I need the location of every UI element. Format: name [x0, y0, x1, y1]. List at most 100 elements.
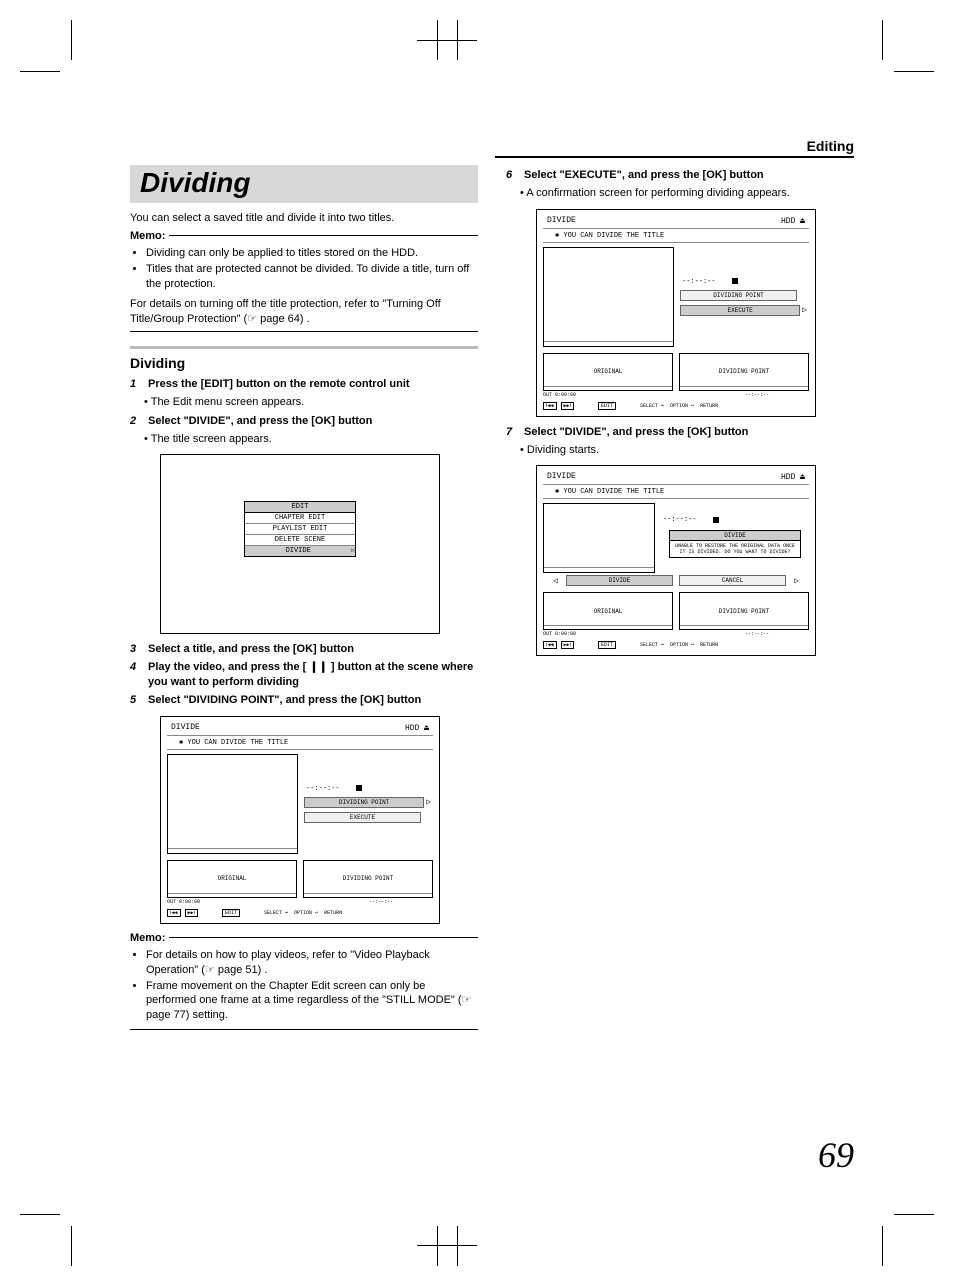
stop-icon	[732, 278, 738, 284]
dividing-point-thumb: DIVIDING POINT	[679, 353, 809, 391]
rew-chip: Ⅰ◀◀	[167, 909, 181, 917]
time2: --:--:--	[369, 899, 393, 905]
footer-hints: SELECT ⬌ OPTION ↩ RETURN	[264, 910, 342, 916]
menu-item-delete-scene: DELETE SCENE	[245, 535, 355, 546]
step-number: 4	[130, 660, 140, 690]
rew-chip: Ⅰ◀◀	[543, 641, 557, 649]
memo-end-rule	[130, 1029, 478, 1030]
original-thumb: ORIGINAL	[543, 592, 673, 630]
arrow-left-icon: ▷	[551, 576, 560, 586]
hdd-label: HDD ⏏	[781, 216, 805, 226]
original-thumb-label: ORIGINAL	[218, 875, 247, 882]
progress-bar	[544, 567, 654, 572]
step-5: 5 Select "DIVIDING POINT", and press the…	[130, 693, 478, 708]
edit-menu-title: EDIT	[245, 502, 355, 513]
chevron-right-icon: ▷	[351, 547, 355, 554]
original-thumb-label: ORIGINAL	[594, 368, 623, 375]
crop-mark	[457, 1226, 458, 1266]
step-3: 3 Select a title, and press the [OK] but…	[130, 642, 478, 657]
time2: --:--:--	[745, 631, 769, 637]
step-1-sub: The Edit menu screen appears.	[144, 395, 478, 410]
preview-box	[167, 754, 298, 854]
section-rule	[495, 156, 854, 158]
arrow-right-icon: ▷	[800, 305, 809, 315]
ss-subtitle: ✱ YOU CAN DIVIDE THE TITLE	[167, 735, 433, 750]
step-number: 7	[506, 425, 516, 440]
divide-screenshot-2: DIVIDE HDD ⏏ ✱ YOU CAN DIVIDE THE TITLE …	[536, 209, 816, 417]
edit-chip: EDIT	[222, 909, 240, 917]
time-display: --:--:--	[661, 516, 809, 524]
dividing-point-thumb-label: DIVIDING POINT	[719, 608, 769, 615]
edit-menu-screenshot: EDIT CHAPTER EDIT PLAYLIST EDIT DELETE S…	[160, 454, 440, 634]
step-number: 3	[130, 642, 140, 657]
divide-screenshot-1: DIVIDE HDD ⏏ ✱ YOU CAN DIVIDE THE TITLE …	[160, 716, 440, 924]
ss-footer: Ⅰ◀◀ ▶▶Ⅰ EDIT SELECT ⬌ OPTION ↩ RETURN	[167, 909, 433, 917]
ff-chip: ▶▶Ⅰ	[561, 402, 575, 410]
time2: --:--:--	[745, 392, 769, 398]
dividing-point-thumb: DIVIDING POINT	[679, 592, 809, 630]
footer-hints: SELECT ⬌ OPTION ↩ RETURN	[640, 403, 718, 409]
crop-mark	[437, 1226, 438, 1266]
dividing-point-button: DIVIDING POINT	[680, 290, 797, 301]
crop-mark	[20, 1214, 60, 1215]
memo1-item: Dividing can only be applied to titles s…	[146, 246, 478, 261]
edit-chip: EDIT	[598, 641, 616, 649]
dividing-point-button: DIVIDING POINT	[304, 797, 424, 808]
menu-item-divide-label: DIVIDE	[286, 547, 311, 555]
memo-end-rule	[130, 331, 478, 332]
memo-rule	[169, 937, 478, 938]
step-2: 2 Select "DIVIDE", and press the [OK] bu…	[130, 414, 478, 429]
ss-subtitle: ✱ YOU CAN DIVIDE THE TITLE	[543, 228, 809, 243]
edit-menu: EDIT CHAPTER EDIT PLAYLIST EDIT DELETE S…	[244, 501, 356, 557]
crop-mark	[894, 71, 934, 72]
ff-chip: ▶▶Ⅰ	[561, 641, 575, 649]
confirm-dialog: DIVIDE UNABLE TO RESTORE THE ORIGINAL DA…	[669, 530, 801, 558]
ss-footer: Ⅰ◀◀ ▶▶Ⅰ EDIT SELECT ⬌ OPTION ↩ RETURN	[543, 402, 809, 410]
step-text: Play the video, and press the [ ❙❙ ] but…	[148, 660, 478, 690]
stop-icon	[713, 517, 719, 523]
arrow-right-icon: ▷	[424, 797, 433, 807]
step-6-sub: A confirmation screen for performing div…	[520, 186, 854, 201]
step-text: Press the [EDIT] button on the remote co…	[148, 377, 478, 392]
memo1-list: Dividing can only be applied to titles s…	[130, 246, 478, 292]
preview-box	[543, 247, 674, 347]
intro-text: You can select a saved title and divide …	[130, 211, 478, 226]
step-text: Select "DIVIDE", and press the [OK] butt…	[524, 425, 854, 440]
step-text: Select "DIVIDING POINT", and press the […	[148, 693, 478, 708]
divide-screenshot-3: DIVIDE HDD ⏏ ✱ YOU CAN DIVIDE THE TITLE …	[536, 465, 816, 656]
crop-mark	[417, 1245, 477, 1246]
step-6: 6 Select "EXECUTE", and press the [OK] b…	[506, 168, 854, 183]
page-number: 69	[818, 1134, 854, 1176]
ss-title: DIVIDE	[171, 723, 200, 733]
right-column: 6 Select "EXECUTE", and press the [OK] b…	[506, 165, 854, 1034]
hdd-label: HDD ⏏	[781, 472, 805, 482]
step-7: 7 Select "DIVIDE", and press the [OK] bu…	[506, 425, 854, 440]
crop-mark	[71, 1226, 72, 1266]
memo1-item: Titles that are protected cannot be divi…	[146, 262, 478, 292]
original-thumb-label: ORIGINAL	[594, 608, 623, 615]
crop-mark	[71, 20, 72, 60]
dividing-point-thumb-label: DIVIDING POINT	[343, 875, 393, 882]
time-display: --:--:--	[304, 785, 433, 793]
title-box: Dividing	[130, 165, 478, 203]
crop-mark	[882, 1226, 883, 1266]
section-label: Editing	[807, 138, 854, 154]
page-title: Dividing	[140, 167, 468, 199]
memo-heading: Memo:	[130, 932, 478, 944]
progress-bar	[544, 341, 673, 346]
footer-hints: SELECT ⬌ OPTION ↩ RETURN	[640, 642, 718, 648]
menu-item-playlist-edit: PLAYLIST EDIT	[245, 524, 355, 535]
step-2-sub: The title screen appears.	[144, 432, 478, 447]
memo2-item: Frame movement on the Chapter Edit scree…	[146, 979, 478, 1024]
progress-bar	[168, 848, 297, 853]
step-7-sub: Dividing starts.	[520, 443, 854, 458]
sub-rule	[130, 346, 478, 349]
ff-chip: ▶▶Ⅰ	[185, 909, 199, 917]
menu-item-chapter-edit: CHAPTER EDIT	[245, 513, 355, 524]
step-number: 6	[506, 168, 516, 183]
memo1-note: For details on turning off the title pro…	[130, 297, 478, 327]
memo-label: Memo:	[130, 230, 165, 242]
ss-footer: Ⅰ◀◀ ▶▶Ⅰ EDIT SELECT ⬌ OPTION ↩ RETURN	[543, 641, 809, 649]
memo2-item: For details on how to play videos, refer…	[146, 948, 478, 978]
step-text: Select "DIVIDE", and press the [OK] butt…	[148, 414, 478, 429]
